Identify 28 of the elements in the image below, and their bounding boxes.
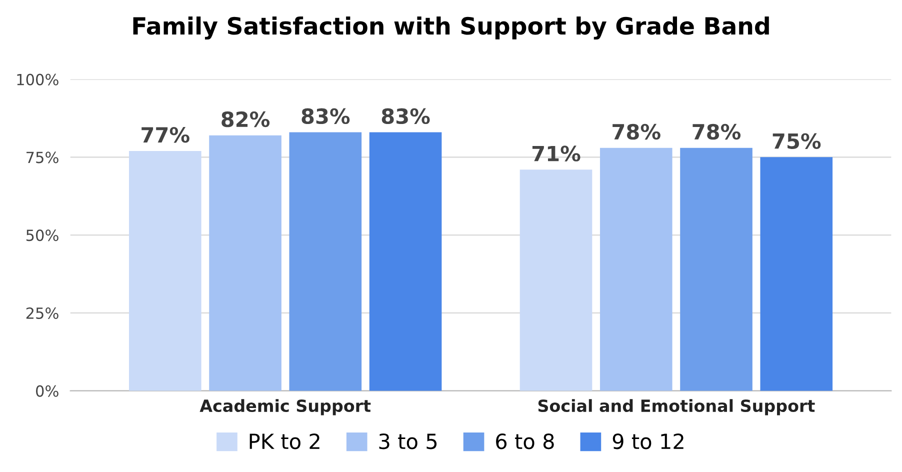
y-tick-label: 100%: [17, 74, 58, 86]
bar: [520, 170, 592, 391]
bar: [128, 150, 202, 391]
x-tick-label: Academic Support: [200, 399, 371, 416]
data-label: 83%: [302, 108, 350, 124]
legend-label: 3 to 5: [379, 433, 437, 450]
bar: [369, 132, 442, 391]
legend-label: 6 to 8: [496, 433, 554, 450]
bar: [289, 132, 362, 391]
x-tick-label: Social and Emotional Support: [538, 399, 815, 416]
legend-label: 9 to 12: [612, 433, 684, 450]
chart-title: Family Satisfaction with Support by Grade Band: [133, 16, 769, 40]
y-tick-label: 75%: [26, 152, 58, 164]
bar: [209, 135, 282, 391]
data-label: 83%: [382, 108, 430, 124]
bar: [760, 157, 833, 391]
data-label: 78%: [612, 124, 660, 140]
data-label: 78%: [692, 124, 741, 140]
data-label: 82%: [222, 111, 270, 128]
data-label: 71%: [532, 146, 580, 162]
y-tick-label: 50%: [26, 230, 58, 242]
y-tick-label: 25%: [26, 307, 58, 319]
data-label: 75%: [772, 133, 821, 149]
y-tick-label: 0%: [36, 385, 58, 397]
data-label: 77%: [142, 126, 190, 143]
bar: [600, 148, 672, 391]
legend-label: PK to 2: [250, 433, 320, 450]
bar: [680, 148, 752, 391]
